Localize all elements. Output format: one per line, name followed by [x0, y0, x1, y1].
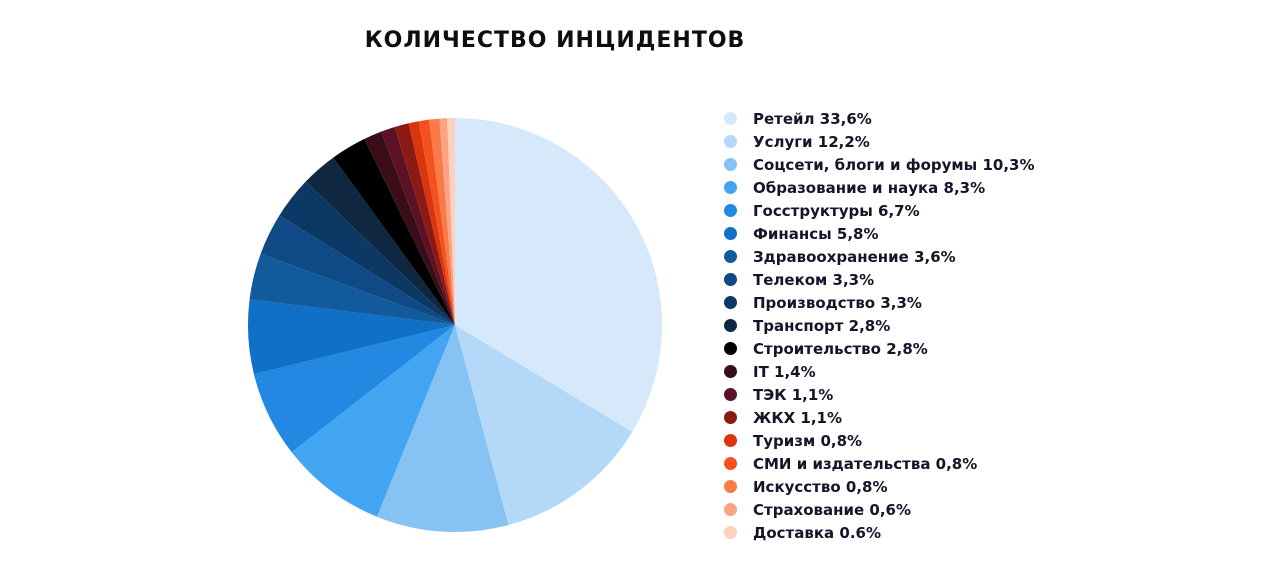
legend-item: Туризм 0,8% — [724, 429, 1034, 452]
pie-slice-13 — [394, 123, 455, 325]
legend-label: Туризм 0,8% — [753, 431, 863, 450]
pie-slice-10 — [333, 138, 455, 325]
legend-swatch — [724, 135, 737, 148]
legend-swatch — [724, 181, 737, 194]
legend-item: Финансы 5,8% — [724, 222, 1034, 245]
pie-slice-9 — [305, 157, 455, 325]
legend-label: ЖКХ 1,1% — [753, 408, 843, 427]
legend-label: Услуги 12,2% — [753, 132, 870, 151]
legend-label: IT 1,4% — [753, 362, 816, 381]
legend-label: Образование и наука 8,3% — [753, 178, 986, 197]
legend-item: Транспорт 2,8% — [724, 314, 1034, 337]
legend-swatch — [724, 526, 737, 539]
legend-swatch — [724, 250, 737, 263]
legend-item: Производство 3,3% — [724, 291, 1034, 314]
legend-label: Здравоохранение 3,6% — [753, 247, 956, 266]
legend-swatch — [724, 480, 737, 493]
pie-slice-1 — [455, 325, 633, 525]
legend-label: Соцсети, блоги и форумы 10,3% — [753, 155, 1035, 174]
legend-label: Госструктуры 6,7% — [753, 201, 920, 220]
legend-label: Строительство 2,8% — [753, 339, 928, 358]
legend-swatch — [724, 342, 737, 355]
legend-swatch — [724, 503, 737, 516]
legend-item: Телеком 3,3% — [724, 268, 1034, 291]
legend-item: Соцсети, блоги и форумы 10,3% — [724, 153, 1034, 176]
pie-slice-12 — [381, 126, 455, 325]
legend-swatch — [724, 365, 737, 378]
legend-item: ТЭК 1,1% — [724, 383, 1034, 406]
legend-swatch — [724, 434, 737, 447]
legend-label: Искусство 0,8% — [753, 477, 888, 496]
chart-title: КОЛИЧЕСТВО ИНЦИДЕНТОВ — [364, 28, 746, 53]
legend-item: Строительство 2,8% — [724, 337, 1034, 360]
pie-slice-0 — [455, 118, 662, 432]
legend-item: Ретейл 33,6% — [724, 107, 1034, 130]
pie-slice-7 — [260, 215, 455, 325]
legend-label: Финансы 5,8% — [753, 224, 879, 243]
pie-slice-18 — [447, 118, 455, 325]
pie-slice-15 — [418, 119, 455, 325]
legend-swatch — [724, 204, 737, 217]
pie-slice-11 — [364, 131, 455, 325]
legend-label: Доставка 0.6% — [753, 523, 881, 542]
legend-label: Страхование 0,6% — [753, 500, 912, 519]
legend-label: Транспорт 2,8% — [753, 316, 891, 335]
pie-slice-6 — [249, 253, 455, 325]
legend-item: Искусство 0,8% — [724, 475, 1034, 498]
pie-slice-14 — [408, 121, 455, 325]
pie-slice-2 — [376, 325, 509, 533]
pie-slice-16 — [429, 118, 455, 325]
legend-item: Доставка 0.6% — [724, 521, 1034, 544]
legend-label: Производство 3,3% — [753, 293, 922, 312]
legend-item: СМИ и издательства 0,8% — [724, 452, 1034, 475]
legend-item: Образование и наука 8,3% — [724, 176, 1034, 199]
legend-item: IT 1,4% — [724, 360, 1034, 383]
legend-item: Госструктуры 6,7% — [724, 199, 1034, 222]
pie-chart — [247, 118, 662, 533]
legend-swatch — [724, 273, 737, 286]
legend-swatch — [724, 388, 737, 401]
pie-slice-8 — [279, 181, 455, 325]
legend-swatch — [724, 411, 737, 424]
legend-label: СМИ и издательства 0,8% — [753, 454, 978, 473]
legend-swatch — [724, 319, 737, 332]
legend-swatch — [724, 296, 737, 309]
legend-swatch — [724, 112, 737, 125]
legend-item: Услуги 12,2% — [724, 130, 1034, 153]
chart-legend: Ретейл 33,6% Услуги 12,2% Соцсети, блоги и… — [724, 107, 1034, 544]
pie-slice-4 — [253, 325, 455, 453]
pie-slice-3 — [291, 325, 455, 517]
legend-label: Ретейл 33,6% — [753, 109, 872, 128]
legend-item: Страхование 0,6% — [724, 498, 1034, 521]
legend-swatch — [724, 457, 737, 470]
legend-swatch — [724, 158, 737, 171]
legend-label: ТЭК 1,1% — [753, 385, 834, 404]
legend-swatch — [724, 227, 737, 240]
legend-item: ЖКХ 1,1% — [724, 406, 1034, 429]
legend-item: Здравоохранение 3,6% — [724, 245, 1034, 268]
pie-slice-5 — [247, 299, 455, 375]
pie-slice-17 — [439, 118, 455, 326]
legend-label: Телеком 3,3% — [753, 270, 875, 289]
